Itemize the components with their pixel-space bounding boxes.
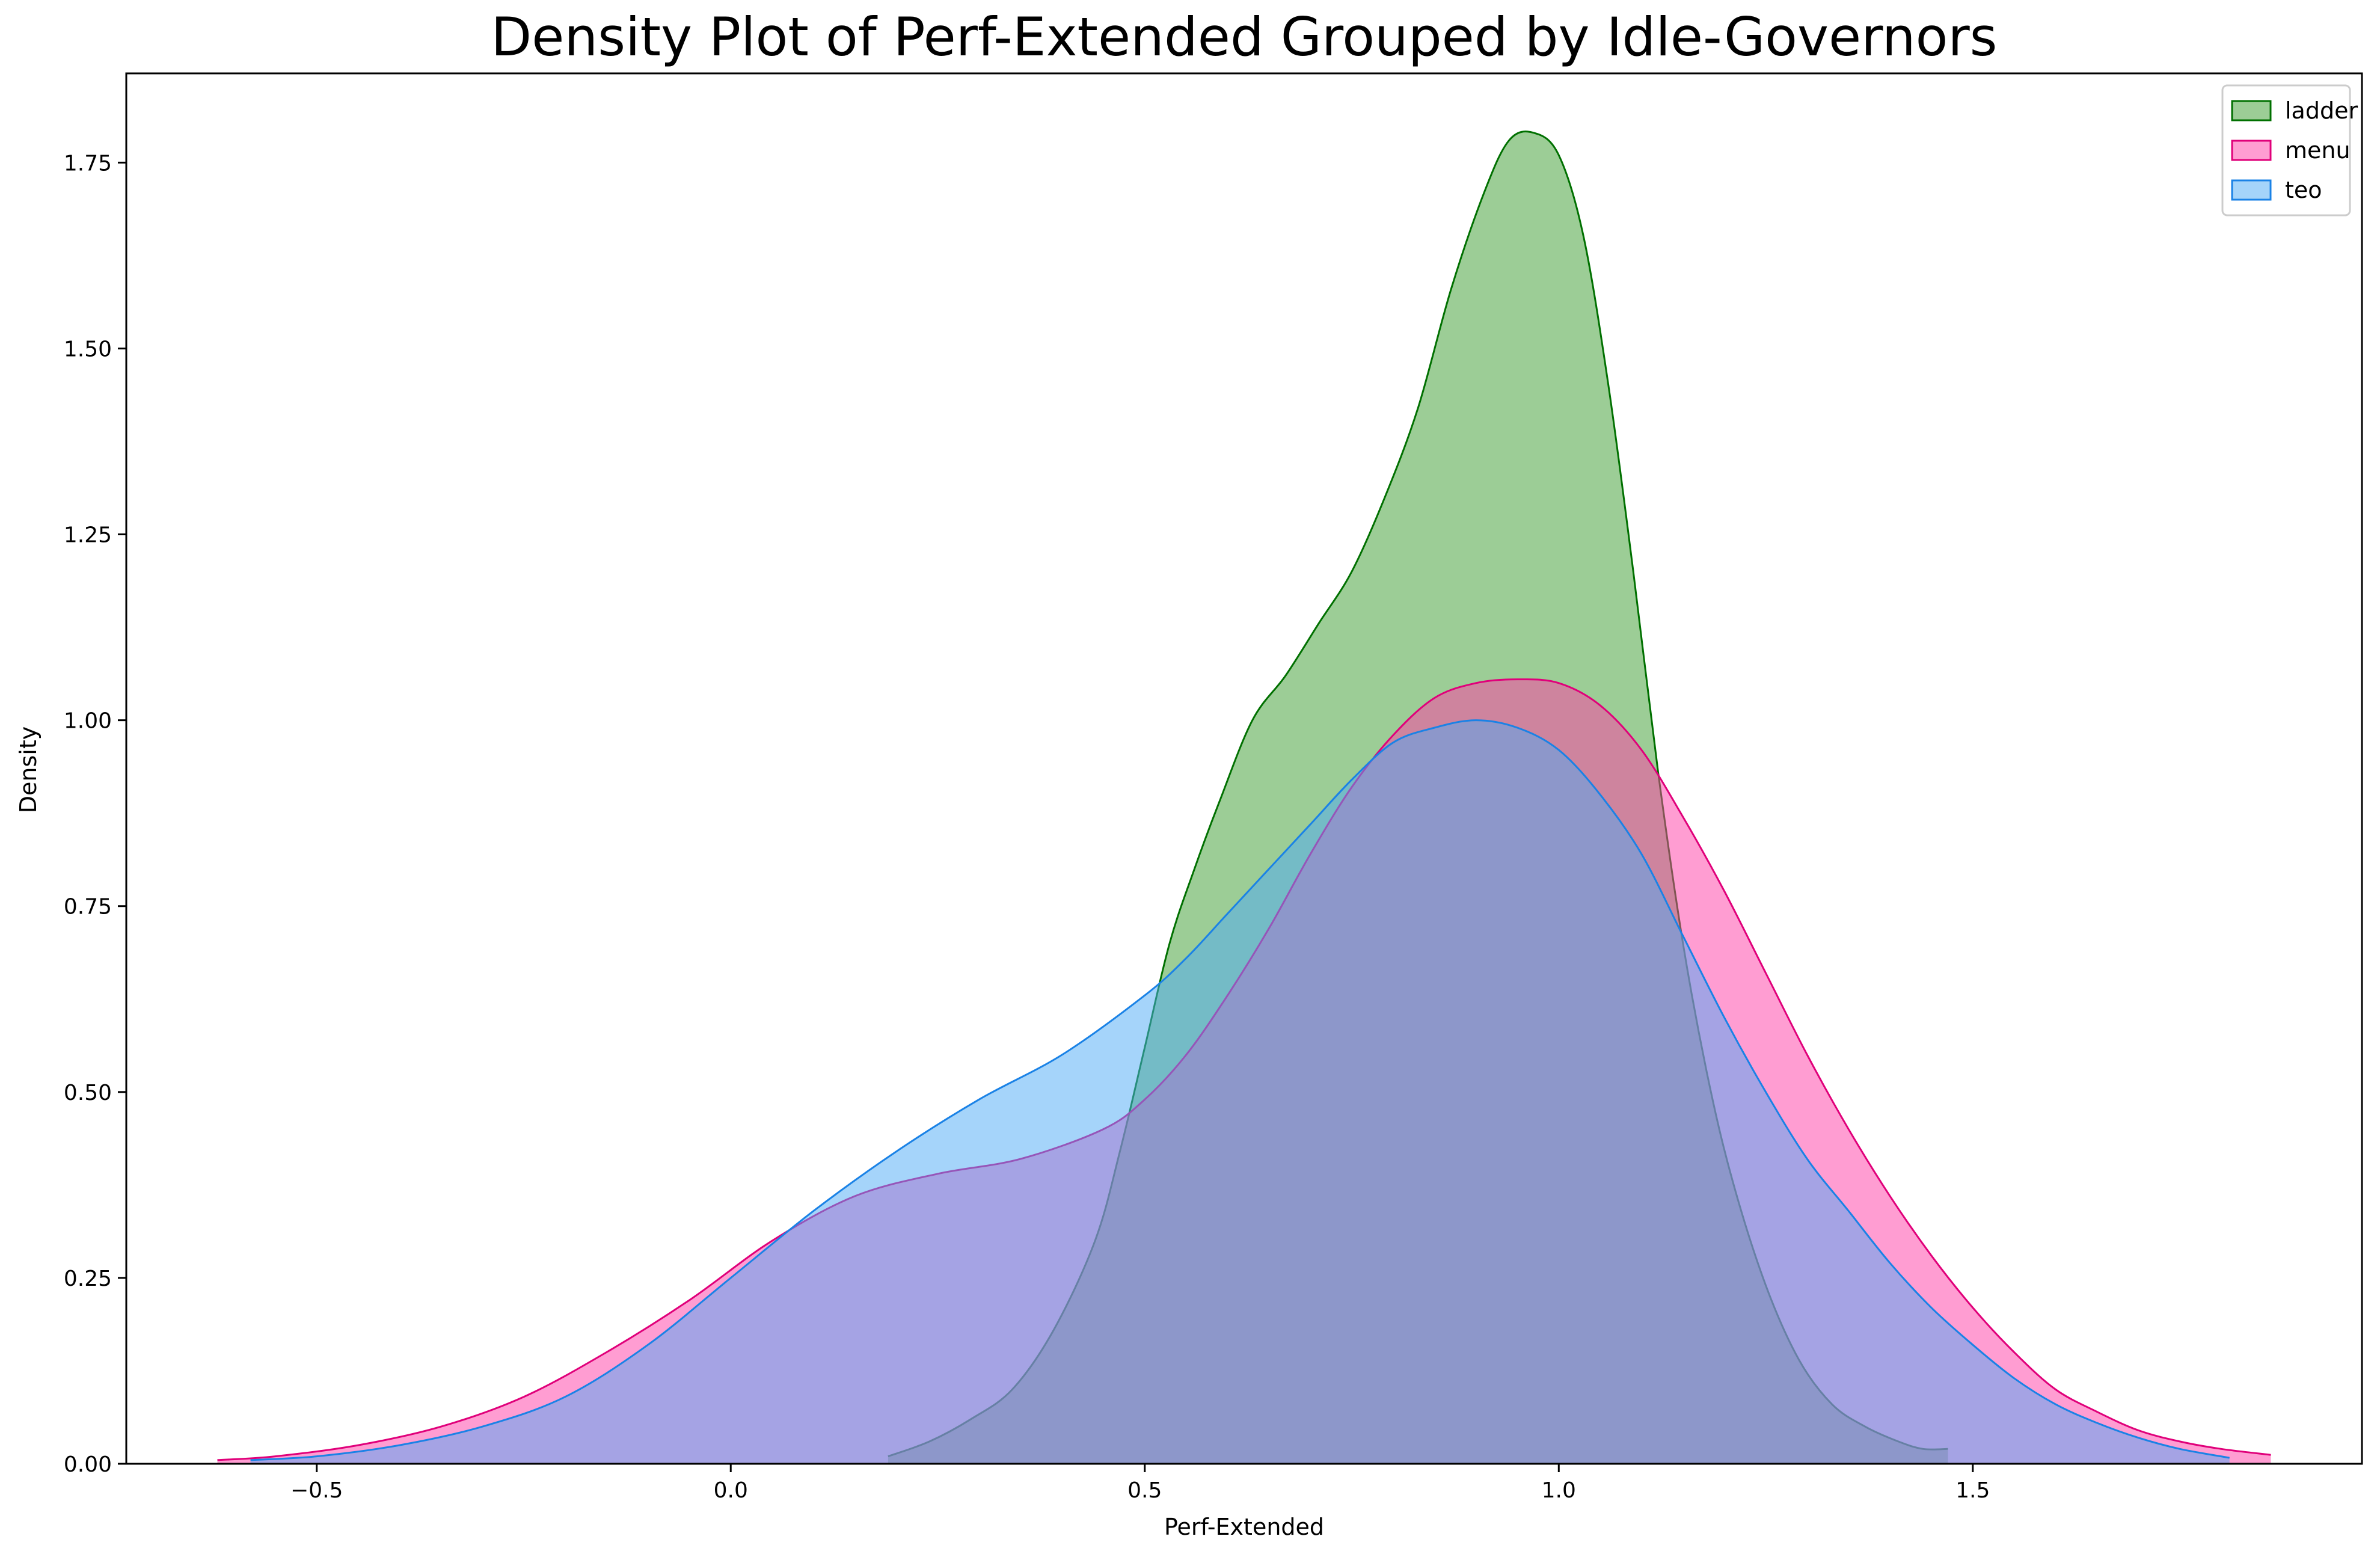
y-tick-label: 0.75 bbox=[64, 895, 112, 920]
density-line-teo bbox=[250, 719, 2230, 1461]
x-tick-label: 1.5 bbox=[1955, 1478, 1990, 1503]
legend-swatch-menu bbox=[2231, 140, 2272, 161]
x-tick-label: 0.5 bbox=[1127, 1478, 1162, 1503]
legend-label-menu: menu bbox=[2285, 137, 2351, 164]
legend-swatch-ladder bbox=[2231, 100, 2272, 121]
y-tick-label: 1.00 bbox=[64, 709, 112, 734]
legend-swatch-teo bbox=[2231, 179, 2272, 201]
x-tick-label: −0.5 bbox=[290, 1478, 343, 1503]
legend-label-teo: teo bbox=[2285, 177, 2322, 203]
y-tick-label: 1.50 bbox=[64, 337, 112, 361]
x-axis-label: Perf-Extended bbox=[1164, 1514, 1324, 1540]
y-tick-label: 0.00 bbox=[64, 1452, 112, 1477]
x-axis: −0.5 0.0 0.5 1.0 1.5 bbox=[290, 1464, 1990, 1503]
y-axis-label: Density bbox=[15, 726, 41, 813]
y-tick-label: 0.25 bbox=[64, 1267, 112, 1291]
y-tick-label: 0.50 bbox=[64, 1081, 112, 1105]
plot-frame bbox=[125, 72, 2363, 1465]
density-areas bbox=[217, 131, 2271, 1464]
density-line-menu bbox=[217, 678, 2271, 1461]
y-axis: 0.00 0.25 0.50 0.75 1.00 1.25 1.50 1.75 bbox=[64, 151, 126, 1477]
legend-label-ladder: ladder bbox=[2285, 97, 2358, 124]
y-tick-label: 1.25 bbox=[64, 523, 112, 548]
x-tick-label: 1.0 bbox=[1542, 1478, 1576, 1503]
density-area-teo bbox=[250, 720, 2230, 1464]
y-tick-label: 1.75 bbox=[64, 151, 112, 176]
x-tick-label: 0.0 bbox=[714, 1478, 748, 1503]
chart-title: Density Plot of Perf-Extended Grouped by… bbox=[491, 6, 1998, 68]
legend: ladder menu teo bbox=[2221, 84, 2358, 217]
